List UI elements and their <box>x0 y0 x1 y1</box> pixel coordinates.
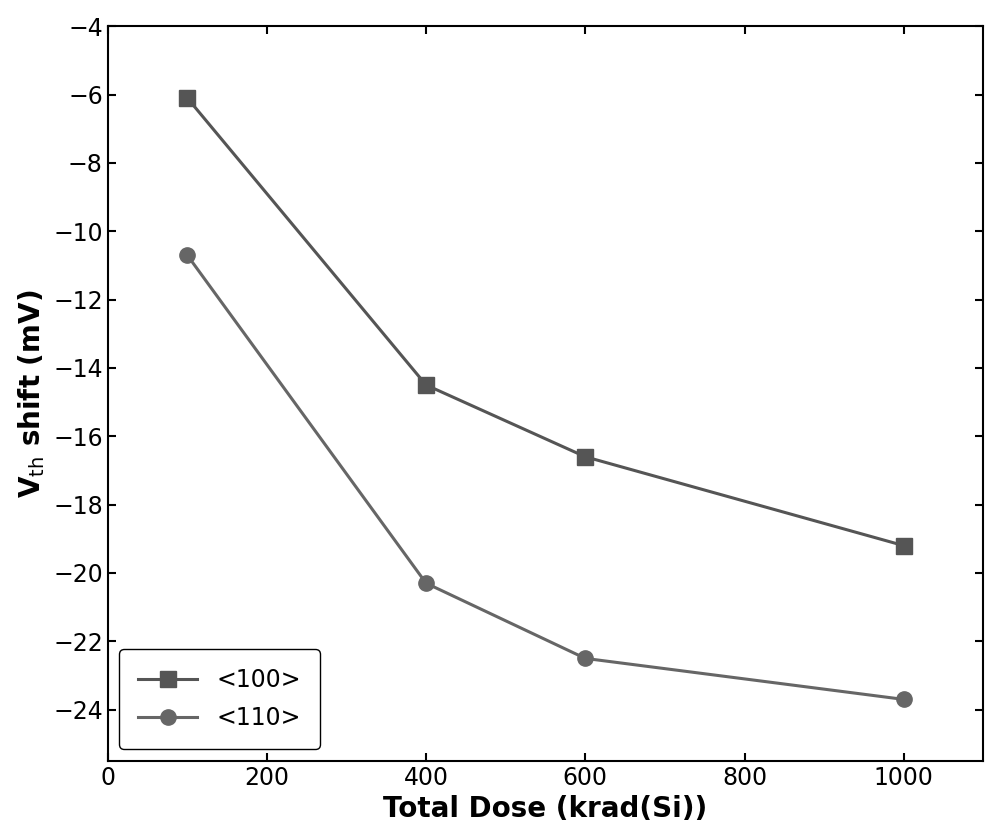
Y-axis label: V$_\mathrm{th}$ shift (mV): V$_\mathrm{th}$ shift (mV) <box>17 289 47 498</box>
<110> <box>579 654 591 664</box>
<100> <box>579 452 591 462</box>
<110> <box>898 695 910 705</box>
X-axis label: Total Dose (krad(Si)): Total Dose (krad(Si)) <box>383 795 708 823</box>
Line: <100>: <100> <box>180 90 911 554</box>
<110> <box>181 250 193 260</box>
Legend: <100>, <110>: <100>, <110> <box>119 649 320 749</box>
<110> <box>420 578 432 588</box>
<100> <box>181 93 193 103</box>
<100> <box>420 380 432 390</box>
<100> <box>898 541 910 551</box>
Line: <110>: <110> <box>180 248 911 707</box>
